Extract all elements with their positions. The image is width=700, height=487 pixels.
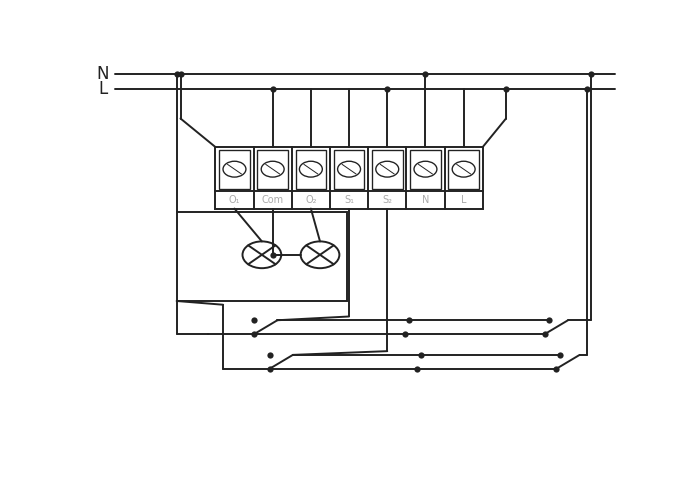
Text: O₂: O₂ xyxy=(305,195,316,205)
Bar xyxy=(334,150,364,188)
Text: N: N xyxy=(422,195,429,205)
Text: Com: Com xyxy=(262,195,284,205)
Bar xyxy=(216,147,483,208)
Text: N: N xyxy=(97,65,109,83)
Bar xyxy=(176,212,347,301)
Text: O₁: O₁ xyxy=(229,195,240,205)
Bar xyxy=(219,150,250,188)
Bar xyxy=(410,150,441,188)
Bar xyxy=(449,150,479,188)
Text: L: L xyxy=(99,80,108,98)
Text: S₁: S₁ xyxy=(344,195,354,205)
Text: L: L xyxy=(461,195,466,205)
Bar xyxy=(295,150,326,188)
Bar xyxy=(372,150,402,188)
Text: S₂: S₂ xyxy=(382,195,392,205)
Bar xyxy=(258,150,288,188)
